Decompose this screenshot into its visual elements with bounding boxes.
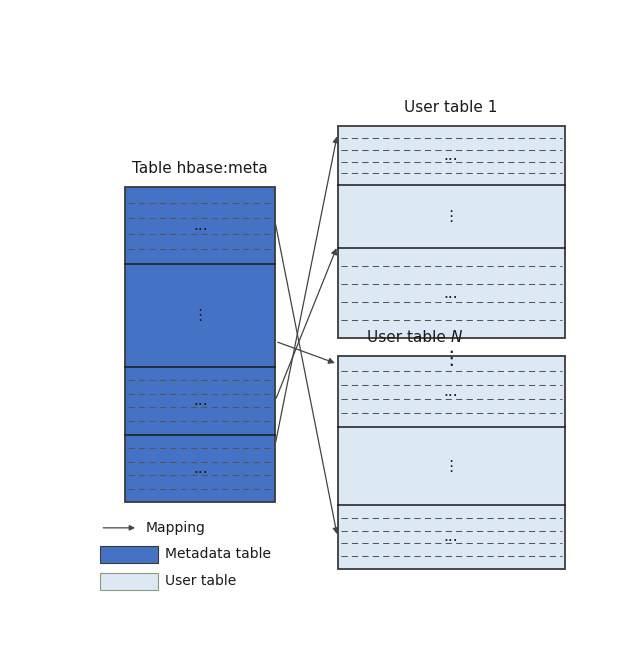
Text: Metadata table: Metadata table	[166, 547, 271, 561]
Text: ⋮: ⋮	[193, 308, 208, 323]
Text: ...: ...	[193, 218, 207, 233]
Text: ⋮: ⋮	[441, 349, 460, 368]
Text: N: N	[451, 330, 462, 345]
Text: ...: ...	[444, 286, 459, 301]
Text: ⋮: ⋮	[444, 209, 459, 224]
Text: ...: ...	[193, 393, 207, 408]
Text: Mapping: Mapping	[146, 521, 205, 535]
Text: ...: ...	[444, 148, 459, 163]
Text: User table: User table	[166, 574, 236, 588]
Text: ...: ...	[444, 529, 459, 545]
Text: ...: ...	[193, 461, 207, 476]
Text: ...: ...	[444, 384, 459, 400]
Bar	[100, 546, 158, 563]
Bar	[126, 188, 275, 502]
Bar	[100, 573, 158, 590]
Bar	[337, 126, 565, 338]
Text: User table: User table	[367, 330, 451, 345]
Text: User table 1: User table 1	[404, 100, 498, 114]
Text: ⋮: ⋮	[444, 459, 459, 473]
Bar	[337, 356, 565, 569]
Text: Table hbase:meta: Table hbase:meta	[133, 161, 268, 176]
